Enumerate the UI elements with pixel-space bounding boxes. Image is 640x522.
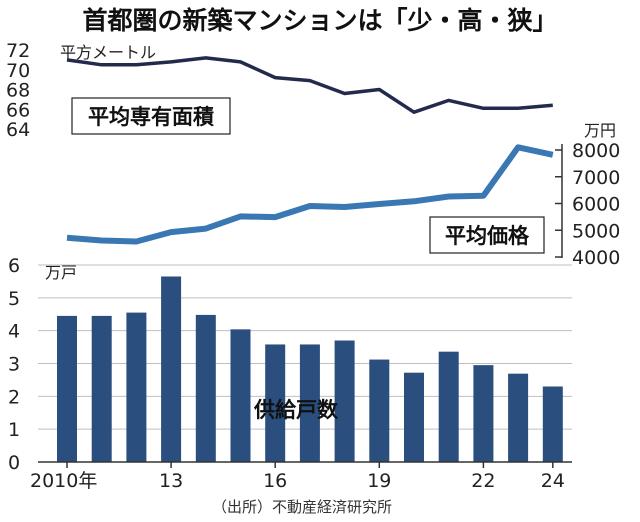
supply-bar (334, 340, 355, 462)
x-tick-label: 16 (263, 470, 287, 492)
x-tick-label: 24 (541, 470, 565, 492)
x-tick-label: 22 (471, 470, 495, 492)
source-note: （出所）不動産経済研究所 (212, 498, 392, 516)
area-label-box (71, 97, 231, 135)
price-series-label: 平均価格 (445, 224, 530, 248)
supply-bar (299, 344, 320, 462)
supply-bar (438, 351, 459, 462)
area-unit-label: 平方メートル (60, 43, 156, 62)
supply-bars (57, 276, 563, 462)
lower-panel: 万戸 6 5 4 3 2 1 0 2010年 13 16 19 22 24 供給戸数 (8, 255, 572, 492)
area-tick-label: 66 (6, 99, 30, 121)
price-tick-label: 4000 (572, 247, 620, 269)
chart-title: 首都圏の新築マンションは「少・高・狭」 (82, 6, 557, 35)
area-tick-label: 68 (6, 80, 30, 102)
bar-tick-label: 6 (8, 255, 20, 277)
price-axis-tick-marks (555, 149, 562, 258)
price-series-line (66, 144, 554, 245)
price-tick-label: 7000 (572, 167, 620, 189)
supply-bar (91, 315, 112, 462)
x-tick-label: 2010年 (30, 470, 97, 492)
bar-tick-label: 3 (8, 354, 20, 376)
price-tick-label: 8000 (572, 140, 620, 162)
price-tick-label: 6000 (572, 194, 620, 216)
supply-bar (126, 312, 147, 462)
price-unit-label: 万円 (584, 121, 616, 140)
supply-series-label: 供給戸数 (253, 398, 339, 422)
supply-bar (57, 315, 77, 462)
area-tick-label: 64 (6, 119, 30, 141)
price-tick-label: 5000 (572, 220, 620, 242)
supply-bar (404, 372, 424, 462)
area-tick-label: 72 (6, 40, 30, 62)
supply-bar (161, 276, 182, 462)
bar-tick-label: 0 (8, 452, 20, 474)
area-series-label: 平均専有面積 (88, 105, 215, 129)
area-series-line (66, 56, 553, 114)
x-tick-label: 13 (159, 470, 183, 492)
area-tick-label: 70 (6, 60, 30, 82)
supply-bar (369, 359, 390, 462)
supply-unit-label: 万戸 (45, 263, 77, 282)
price-axis-ticks: 8000 7000 6000 5000 4000 (572, 140, 620, 269)
supply-bar (473, 365, 494, 462)
supply-bar (265, 344, 286, 462)
x-axis-ticks: 2010年 13 16 19 22 24 (30, 462, 565, 492)
bar-axis-ticks: 6 5 4 3 2 1 0 (8, 255, 20, 474)
x-tick-label: 19 (367, 470, 391, 492)
bar-tick-label: 4 (8, 321, 20, 343)
supply-bar (195, 314, 216, 462)
price-label-box (429, 216, 545, 254)
bar-tick-label: 2 (8, 386, 20, 408)
supply-bar (542, 386, 563, 462)
supply-bar (508, 373, 529, 462)
supply-bar (230, 329, 251, 462)
bar-tick-label: 5 (8, 288, 20, 310)
bar-tick-label: 1 (8, 419, 20, 441)
